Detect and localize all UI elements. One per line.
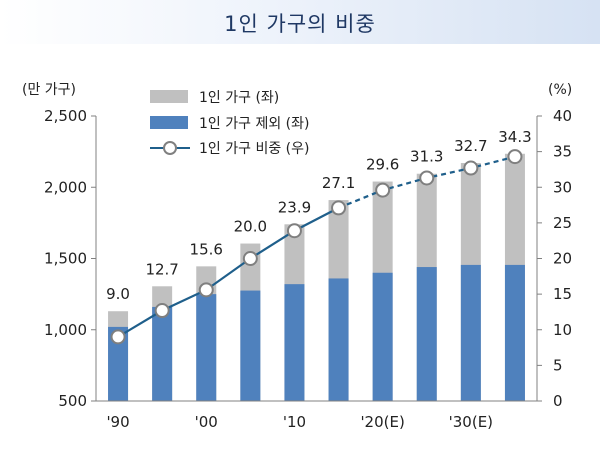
share-line-solid — [117, 206, 340, 338]
share-data-label: 32.7 — [454, 137, 487, 155]
x-tick-label: '20(E) — [360, 413, 404, 431]
bar-excluded-1990 — [108, 326, 129, 401]
title-band — [0, 0, 600, 44]
bar-excluded-2020 — [372, 272, 393, 401]
right-tick-label: 0 — [553, 392, 563, 410]
x-tick-label: '00 — [195, 413, 218, 431]
left-axis-unit: (만 가구) — [22, 82, 76, 98]
bars-group — [108, 153, 525, 401]
share-marker-2035 — [507, 149, 523, 165]
share-marker-2005 — [242, 251, 258, 266]
bar-excluded-2015 — [328, 278, 349, 401]
legend-swatch-excluded — [150, 116, 188, 129]
left-tick-label: 1,500 — [44, 250, 87, 268]
right-tick-label: 40 — [553, 107, 572, 125]
share-data-label: 34.3 — [498, 128, 531, 146]
left-tick-label: 2,000 — [44, 178, 87, 196]
legend-label-share: 1인 가구 비중 (우) — [199, 141, 309, 157]
bar-excluded-2010 — [284, 284, 305, 401]
share-data-label: 23.9 — [278, 198, 311, 216]
share-data-label: 31.3 — [410, 148, 443, 166]
share-marker-2000 — [198, 282, 214, 298]
x-tick-label: '10 — [283, 413, 306, 431]
legend-label-excluded: 1인 가구 제외 (좌) — [199, 116, 309, 132]
share-data-label: 15.6 — [190, 240, 223, 258]
right-axis-unit: (%) — [548, 82, 572, 98]
right-tick-label: 25 — [553, 214, 572, 232]
right-tick-label: 5 — [553, 356, 563, 374]
bar-excluded-2025 — [416, 267, 437, 401]
share-data-label: 20.0 — [234, 218, 267, 236]
share-marker-2030 — [463, 160, 479, 176]
bar-excluded-2030 — [460, 264, 481, 401]
bar-excluded-2005 — [240, 290, 261, 401]
data-labels-group: 9.0 12.7 15.6 20.0 23.9 27.1 29.6 31.3 32.7 34.3 — [106, 128, 532, 303]
right-tick-label: 35 — [553, 143, 572, 161]
share-marker-2015 — [331, 200, 347, 216]
share-data-label: 27.1 — [322, 174, 355, 192]
chart-title: 1인 가구의 비중 — [224, 12, 376, 36]
share-marker-1995 — [154, 303, 170, 319]
left-tick-label: 500 — [58, 392, 87, 410]
legend-swatch-total — [150, 90, 188, 103]
x-tick-label: '30(E) — [449, 413, 493, 431]
axes-group: 500 1,000 1,500 2,000 2,500 0 5 10 15 20 25 30 35 40 '… — [44, 107, 572, 431]
right-tick-label: 15 — [553, 285, 572, 303]
legend-marker-share — [163, 141, 177, 155]
share-marker-2025 — [419, 170, 435, 186]
legend: 1인 가구 (좌) 1인 가구 제외 (좌) 1인 가구 비중 (우) — [150, 90, 309, 157]
share-data-label: 29.6 — [366, 156, 399, 174]
right-tick-label: 20 — [553, 250, 572, 268]
share-marker-1990 — [110, 329, 126, 345]
bar-excluded-2000 — [196, 294, 217, 401]
bar-excluded-2035 — [504, 264, 525, 401]
share-marker-2010 — [286, 223, 302, 239]
share-marker-2020 — [375, 182, 391, 198]
left-tick-label: 2,500 — [44, 107, 87, 125]
left-tick-label: 1,000 — [44, 321, 87, 339]
bar-excluded-1995 — [152, 306, 173, 401]
right-tick-label: 30 — [553, 178, 572, 196]
share-data-label: 12.7 — [145, 260, 178, 278]
share-data-label: 9.0 — [106, 285, 130, 303]
legend-label-total: 1인 가구 (좌) — [199, 90, 279, 106]
share-line-group — [110, 149, 523, 345]
x-tick-label: '90 — [106, 413, 129, 431]
right-tick-label: 10 — [553, 321, 572, 339]
